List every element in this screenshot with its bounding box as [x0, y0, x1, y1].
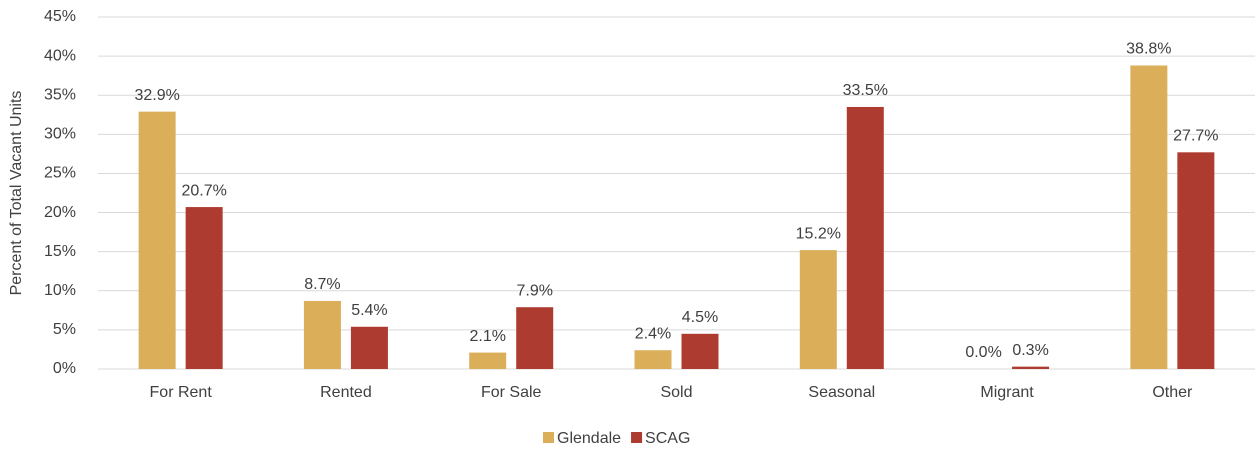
legend-swatch	[543, 432, 554, 443]
bar	[1177, 152, 1215, 369]
data-label: 32.9%	[134, 87, 179, 104]
data-label: 2.4%	[635, 325, 671, 342]
y-tick-label: 0%	[53, 360, 76, 377]
bar	[469, 352, 507, 369]
x-tick-label: Rented	[320, 384, 372, 401]
bar	[516, 307, 554, 369]
data-label: 0.0%	[965, 344, 1001, 361]
y-tick-label: 25%	[44, 165, 76, 182]
data-label: 15.2%	[796, 225, 841, 242]
bar	[185, 207, 223, 369]
x-tick-label: For Rent	[150, 384, 213, 401]
x-tick-label: Other	[1152, 384, 1193, 401]
legend-label: Glendale	[557, 430, 621, 447]
y-tick-label: 15%	[44, 243, 76, 260]
data-label: 8.7%	[304, 276, 340, 293]
x-tick-label: Migrant	[980, 384, 1034, 401]
data-label: 33.5%	[843, 82, 888, 99]
bar	[303, 300, 341, 369]
data-label: 7.9%	[516, 282, 552, 299]
bar	[138, 111, 176, 369]
y-tick-label: 45%	[44, 8, 76, 25]
x-tick-label: Seasonal	[808, 384, 875, 401]
bar	[1012, 366, 1050, 369]
y-tick-label: 10%	[44, 282, 76, 299]
bar	[1130, 65, 1168, 370]
x-tick-label: Sold	[660, 384, 692, 401]
y-tick-label: 35%	[44, 86, 76, 103]
data-label: 4.5%	[682, 309, 718, 326]
data-label: 38.8%	[1126, 41, 1171, 58]
bar	[634, 350, 672, 369]
data-label: 5.4%	[351, 302, 387, 319]
y-axis-label: Percent of Total Vacant Units	[8, 91, 25, 296]
x-tick-label: For Sale	[481, 384, 542, 401]
y-tick-label: 5%	[53, 321, 76, 338]
y-tick-label: 40%	[44, 47, 76, 64]
bar	[799, 250, 837, 369]
data-label: 2.1%	[469, 328, 505, 345]
data-label: 27.7%	[1173, 128, 1218, 145]
legend-swatch	[631, 432, 643, 443]
bar	[846, 106, 884, 369]
y-tick-label: 30%	[44, 126, 76, 143]
bar	[681, 333, 719, 369]
data-label: 20.7%	[181, 182, 226, 199]
legend-label: SCAG	[645, 430, 690, 447]
bar	[350, 326, 388, 369]
y-tick-label: 20%	[44, 204, 76, 221]
data-label: 0.3%	[1012, 342, 1048, 359]
